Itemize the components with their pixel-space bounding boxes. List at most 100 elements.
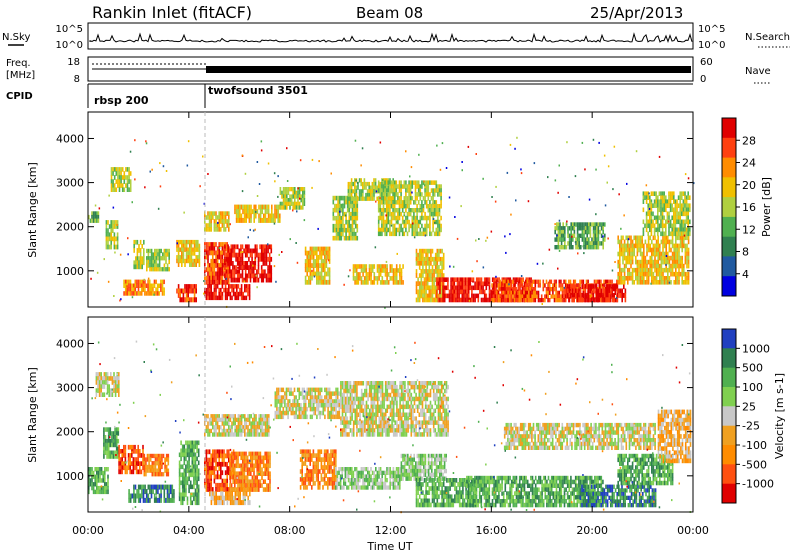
heat-cell-0-25 bbox=[684, 223, 686, 229]
heat-cell-0-9 bbox=[249, 261, 252, 266]
heat-speck-0 bbox=[311, 269, 313, 272]
heat-cell-0-24 bbox=[627, 247, 629, 253]
heat-cell-0-15 bbox=[345, 215, 347, 221]
heat-cell-0-14 bbox=[312, 263, 315, 268]
heat-cell-0-19 bbox=[418, 293, 421, 299]
heat-cell-0-23 bbox=[597, 226, 600, 231]
heat-cell-0-21 bbox=[550, 287, 553, 292]
heat-cell-1-4 bbox=[149, 453, 152, 459]
heat-cell-0-17 bbox=[422, 231, 425, 237]
heat-cell-0-8 bbox=[205, 267, 208, 273]
heat-cell-0-21 bbox=[502, 294, 505, 299]
heat-cell-0-25 bbox=[661, 215, 664, 221]
heat-cell-0-19 bbox=[422, 261, 424, 266]
heat-cell-0-10 bbox=[207, 291, 209, 297]
heat-cell-0-4 bbox=[149, 259, 151, 265]
heat-cell-1-6 bbox=[180, 480, 182, 486]
heat-cell-0-3 bbox=[135, 239, 137, 245]
heat-cell-0-9 bbox=[262, 261, 265, 266]
heat-cell-0-24 bbox=[675, 235, 677, 241]
heat-cell-0-14 bbox=[317, 267, 320, 273]
heat-cell-0-22 bbox=[608, 288, 611, 294]
heat-speck-0 bbox=[627, 238, 630, 241]
heat-cell-0-16 bbox=[386, 196, 388, 201]
heat-cell-1-1 bbox=[88, 467, 90, 472]
heat-cell-0-2 bbox=[128, 179, 130, 184]
heat-cell-1-6 bbox=[191, 448, 194, 454]
heat-cell-0-17 bbox=[413, 227, 415, 233]
heat-cell-0-10 bbox=[205, 287, 208, 293]
heat-cell-0-4 bbox=[166, 263, 169, 268]
heat-cell-0-22 bbox=[608, 284, 611, 290]
heat-cell-0-24 bbox=[643, 247, 645, 253]
heat-cell-0-21 bbox=[528, 294, 530, 299]
heat-cell-0-18 bbox=[399, 276, 401, 281]
heat-cell-0-6 bbox=[193, 297, 196, 303]
heat-speck-0 bbox=[423, 184, 426, 187]
heat-cell-0-9 bbox=[241, 273, 244, 279]
heat-cell-1-1 bbox=[102, 489, 104, 495]
heat-cell-0-21 bbox=[561, 283, 564, 288]
heat-cell-0-2 bbox=[118, 183, 121, 188]
heat-cell-0-25 bbox=[658, 227, 661, 233]
heat-cell-0-17 bbox=[425, 227, 428, 233]
heat-cell-0-8 bbox=[212, 271, 214, 277]
heat-cell-0-15 bbox=[340, 227, 343, 233]
heat-cell-1-4 bbox=[145, 464, 147, 470]
heat-cell-0-24 bbox=[619, 280, 621, 285]
heat-cell-0-9 bbox=[235, 252, 237, 258]
heat-cell-0-2 bbox=[113, 167, 116, 172]
heat-cell-1-3 bbox=[131, 469, 133, 475]
heat-cell-0-25 bbox=[669, 203, 672, 208]
heat-cell-0-25 bbox=[660, 195, 662, 200]
heat-cell-0-11 bbox=[226, 211, 228, 216]
heat-cell-0-24 bbox=[617, 276, 619, 281]
heat-cell-0-18 bbox=[381, 280, 384, 285]
heat-cell-0-17 bbox=[409, 200, 412, 205]
heat-cell-0-7 bbox=[181, 255, 183, 260]
heat-speck-0 bbox=[379, 197, 381, 200]
heat-speck-0 bbox=[520, 275, 523, 277]
heat-cell-0-21 bbox=[542, 283, 545, 288]
heat-cell-0-17 bbox=[411, 208, 414, 213]
heat-cell-0-23 bbox=[599, 229, 601, 235]
heat-cell-0-21 bbox=[536, 294, 538, 299]
heat-cell-0-20 bbox=[442, 281, 444, 287]
heat-cell-1-4 bbox=[145, 461, 147, 466]
heat-cell-0-17 bbox=[421, 204, 423, 209]
heat-speck-0 bbox=[648, 192, 650, 195]
heat-cell-0-24 bbox=[660, 239, 663, 245]
heat-cell-0-24 bbox=[657, 280, 659, 285]
heat-cell-0-16 bbox=[360, 181, 362, 187]
heat-cell-0-16 bbox=[370, 185, 372, 190]
heat-cell-1-6 bbox=[193, 444, 195, 450]
heat-cell-1-5 bbox=[139, 497, 142, 503]
heat-cell-0-19 bbox=[423, 281, 426, 286]
heat-cell-1-7 bbox=[226, 466, 228, 471]
heat-cell-1-1 bbox=[102, 474, 104, 479]
heat-cell-0-24 bbox=[679, 243, 682, 249]
heat-cell-0-25 bbox=[684, 227, 686, 233]
heat-cell-0-24 bbox=[679, 255, 682, 261]
heat-cell-1-2 bbox=[112, 442, 115, 448]
heat-cell-0-17 bbox=[377, 219, 380, 225]
heat-cell-1-7 bbox=[210, 470, 212, 476]
heat-cell-1-7 bbox=[221, 457, 224, 463]
heat-cell-0-22 bbox=[576, 288, 579, 294]
heat-cell-0-14 bbox=[322, 246, 324, 252]
heat-cell-0-24 bbox=[619, 259, 621, 265]
heat-cell-0-22 bbox=[611, 292, 614, 298]
heat-cell-0-17 bbox=[425, 200, 428, 205]
heat-cell-0-9 bbox=[232, 273, 234, 279]
heat-cell-0-10 bbox=[240, 291, 243, 297]
heat-cell-0-14 bbox=[304, 246, 307, 252]
heat-cell-0-1 bbox=[110, 220, 112, 225]
heat-cell-0-18 bbox=[354, 268, 356, 273]
heat-cell-0-16 bbox=[373, 189, 375, 194]
heat-cell-1-0 bbox=[114, 388, 117, 393]
heat-cell-1-2 bbox=[107, 450, 110, 455]
heat-cell-1-0 bbox=[114, 376, 117, 381]
heat-cell-0-18 bbox=[371, 264, 374, 269]
heat-cell-0-24 bbox=[620, 247, 623, 253]
heat-cell-0-16 bbox=[349, 181, 351, 187]
